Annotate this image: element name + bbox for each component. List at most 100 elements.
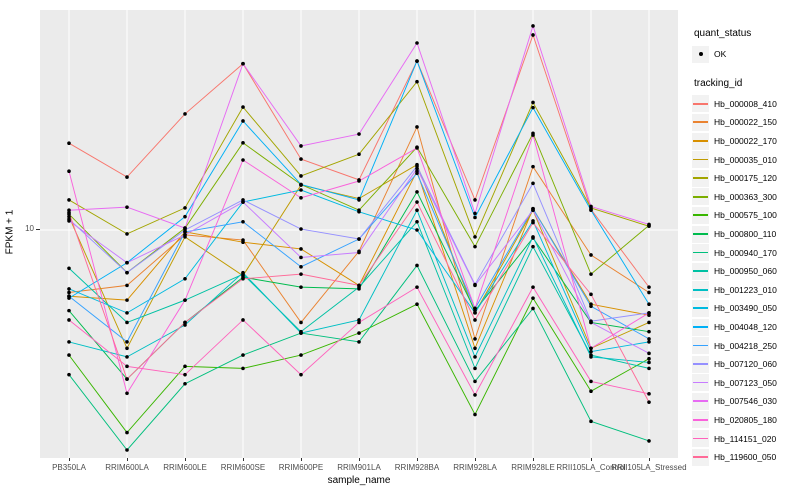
data-point — [183, 226, 187, 230]
legend-entry-label: Hb_000022_170 — [714, 136, 777, 147]
legend-entry-label: Hb_114151_020 — [714, 433, 777, 444]
data-point — [647, 302, 651, 306]
data-point — [473, 211, 477, 216]
data-point — [241, 277, 245, 281]
data-point — [473, 283, 477, 288]
legend-title-tracking-id: tracking_id — [694, 77, 743, 89]
x-tick-label-PB350LA: PB350LA — [52, 463, 86, 472]
data-point — [531, 100, 535, 105]
x-tick-label-RRIM600PE: RRIM600PE — [278, 463, 324, 472]
line-swatch-icon — [693, 270, 708, 272]
plot-canvas — [40, 10, 678, 458]
legend-key — [692, 151, 709, 169]
data-point — [531, 33, 535, 37]
legend-entry-label: Hb_007546_030 — [714, 396, 777, 407]
legend-entry-Hb_000363_300: Hb_000363_300 — [692, 188, 800, 207]
data-point — [415, 41, 419, 45]
legend-entry-Hb_000940_170: Hb_000940_170 — [692, 243, 800, 262]
data-point — [647, 356, 651, 361]
data-point — [531, 181, 535, 186]
data-point — [67, 210, 71, 215]
legend-entry-label: Hb_000800_110 — [714, 229, 777, 240]
y-tick-label-10: 10 — [25, 224, 34, 233]
x-tick-mark — [533, 458, 534, 461]
data-point — [125, 298, 129, 302]
line-swatch-icon — [693, 418, 708, 421]
data-point — [415, 125, 419, 129]
data-point — [415, 171, 419, 176]
x-tick-label-RRII105LA_Stressed: RRII105LA_Stressed — [611, 463, 687, 472]
data-point — [241, 61, 245, 66]
data-point — [241, 219, 245, 224]
legend-entry-label: Hb_000175_120 — [714, 173, 777, 184]
legend-key — [692, 337, 709, 355]
legend-entry-label: Hb_000950_060 — [714, 266, 777, 277]
data-point — [183, 364, 187, 369]
data-point — [647, 366, 651, 371]
legend-entry-label: Hb_004218_250 — [714, 340, 777, 351]
legend-key — [692, 299, 709, 317]
data-point — [415, 285, 419, 289]
data-point — [183, 372, 187, 377]
line-swatch-icon — [693, 214, 708, 217]
data-point — [125, 377, 129, 381]
x-tick-mark — [127, 458, 128, 461]
line-swatch-icon — [693, 400, 708, 403]
data-point — [67, 266, 71, 271]
legend: quant_status OK tracking_id Hb_000008_41… — [692, 28, 800, 480]
legend-key — [692, 430, 709, 448]
data-point — [473, 346, 477, 351]
data-point — [589, 272, 593, 276]
legend-entry-Hb_004218_250: Hb_004218_250 — [692, 336, 800, 355]
data-point — [357, 331, 361, 335]
data-point — [299, 227, 303, 231]
x-tick-mark — [649, 458, 650, 461]
data-point — [473, 198, 477, 202]
line-swatch-icon — [693, 102, 708, 105]
legend-tracking-id: tracking_id Hb_000008_410 Hb_000022_150 Hb… — [692, 78, 800, 467]
data-point — [299, 265, 303, 269]
data-point — [67, 290, 71, 295]
legend-entry-label: Hb_001223_010 — [714, 284, 777, 295]
x-tick-mark — [185, 458, 186, 461]
legend-key — [692, 355, 709, 373]
data-point — [241, 318, 245, 322]
data-point — [183, 381, 187, 386]
legend-entry-Hb_007120_060: Hb_007120_060 — [692, 355, 800, 374]
legend-key — [692, 244, 709, 262]
data-point — [647, 337, 651, 341]
data-point — [67, 308, 71, 313]
legend-entry-Hb_001223_010: Hb_001223_010 — [692, 281, 800, 300]
data-point — [357, 179, 361, 183]
legend-entry-label: Hb_119600_050 — [714, 452, 777, 463]
line-swatch-icon — [693, 326, 708, 328]
data-point — [299, 144, 303, 148]
line-swatch-icon — [693, 140, 708, 142]
legend-entry-Hb_020805_180: Hb_020805_180 — [692, 411, 800, 430]
data-point — [473, 318, 477, 322]
data-point — [183, 277, 187, 281]
line-swatch-icon — [693, 456, 708, 458]
data-point — [589, 292, 593, 297]
data-point — [589, 208, 593, 213]
data-point — [589, 204, 593, 209]
data-point — [67, 340, 71, 344]
data-point — [647, 400, 651, 404]
data-point — [415, 59, 419, 63]
legend-quant-status: quant_status OK — [692, 28, 800, 64]
legend-entry-ok: OK — [692, 45, 800, 64]
line-swatch-icon — [693, 177, 708, 179]
legend-entry-Hb_000022_170: Hb_000022_170 — [692, 132, 800, 151]
line-swatch-icon — [693, 381, 708, 384]
data-point — [647, 351, 651, 356]
data-point — [589, 253, 593, 257]
point-icon — [698, 52, 703, 57]
data-point — [531, 164, 535, 169]
line-swatch-icon — [693, 307, 708, 310]
legend-key — [692, 113, 709, 131]
legend-entry-label: OK — [714, 49, 727, 60]
legend-entry-label: Hb_007123_050 — [714, 377, 777, 388]
legend-entry-Hb_007123_050: Hb_007123_050 — [692, 374, 800, 393]
data-point — [299, 353, 303, 357]
data-point — [473, 379, 477, 384]
